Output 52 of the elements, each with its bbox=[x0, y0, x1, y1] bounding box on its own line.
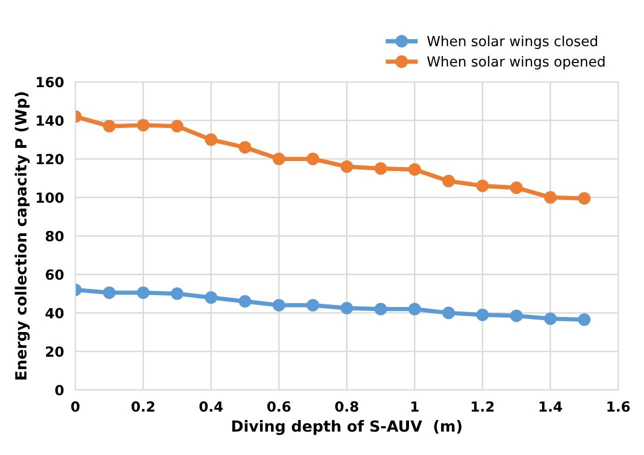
x-tick-label: 0.4 bbox=[199, 401, 223, 412]
y-tick-label: 120 bbox=[36, 154, 64, 164]
point bbox=[272, 152, 286, 166]
point bbox=[476, 180, 489, 192]
point bbox=[578, 192, 591, 205]
point bbox=[544, 312, 557, 325]
point bbox=[238, 141, 252, 154]
y-tick-label: 100 bbox=[36, 192, 64, 203]
y-tick-label: 60 bbox=[46, 269, 64, 280]
y-axis-title: Energy collection capacity P (Wp) bbox=[14, 92, 30, 380]
x-tick-label: 0.2 bbox=[132, 401, 154, 412]
point bbox=[578, 313, 591, 326]
y-tick-label: 80 bbox=[46, 230, 64, 242]
point bbox=[340, 160, 354, 173]
legend-label: When solar wings opened bbox=[427, 56, 604, 70]
point bbox=[442, 306, 455, 320]
point bbox=[103, 120, 116, 132]
x-tick-label: 1.6 bbox=[608, 401, 630, 412]
point bbox=[170, 287, 184, 300]
point bbox=[544, 191, 557, 204]
point bbox=[204, 133, 218, 146]
x-tick-label: 1.4 bbox=[540, 401, 562, 412]
y-tick-label: 160 bbox=[36, 76, 64, 88]
point bbox=[476, 308, 489, 322]
point bbox=[170, 120, 184, 132]
point bbox=[306, 152, 320, 166]
x-tick-label: 1.2 bbox=[472, 401, 494, 412]
point bbox=[374, 162, 387, 175]
point bbox=[272, 298, 286, 312]
y-tick-label: 40 bbox=[46, 308, 64, 318]
x-axis-title: Diving depth of S-AUV (m) bbox=[232, 420, 462, 435]
point bbox=[442, 174, 455, 188]
x-tick-label: 0.6 bbox=[267, 401, 290, 412]
point bbox=[238, 295, 252, 308]
point bbox=[136, 286, 150, 299]
point bbox=[408, 163, 421, 176]
point bbox=[136, 118, 150, 132]
point bbox=[408, 302, 421, 316]
x-tick-label: 0 bbox=[71, 401, 80, 412]
point bbox=[510, 310, 523, 322]
point bbox=[306, 298, 320, 312]
y-tick-label: 0 bbox=[55, 384, 64, 396]
x-tick-label: 1 bbox=[411, 401, 419, 412]
point bbox=[374, 302, 387, 316]
x-tick-label: 0.8 bbox=[335, 401, 358, 412]
legend-label: When solar wings closed bbox=[427, 36, 598, 50]
point bbox=[510, 182, 523, 194]
point bbox=[204, 291, 218, 304]
point bbox=[340, 302, 354, 314]
y-tick-label: 140 bbox=[36, 115, 64, 126]
point bbox=[103, 286, 116, 299]
y-tick-label: 20 bbox=[46, 346, 64, 357]
